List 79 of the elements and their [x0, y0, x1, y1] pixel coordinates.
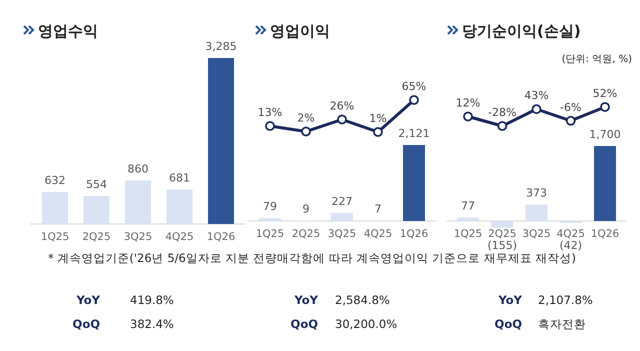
point [409, 95, 419, 105]
text: 30,200.0% [335, 317, 398, 331]
data-label: 681 [169, 172, 190, 185]
text: YoY [76, 293, 101, 307]
x-tick-label: 2Q25 [292, 228, 320, 240]
text: 2,584.8% [335, 293, 390, 307]
point [497, 121, 508, 131]
x-tick-label: 3Q25 [328, 228, 356, 240]
x-tick-label: 4Q25 [364, 228, 392, 240]
data-label: 79 [263, 200, 277, 214]
point [566, 116, 576, 126]
x-tick-label: 2Q25 [82, 231, 111, 243]
point [600, 102, 610, 112]
point [301, 126, 311, 136]
text: YoY [498, 293, 523, 307]
bar [259, 218, 281, 221]
x-tick-label: 1Q25 [40, 231, 70, 243]
text: QoQ [494, 317, 522, 331]
data-label: 1,700 [589, 128, 621, 141]
x-tick-label: 1Q26 [590, 228, 620, 240]
bar [331, 212, 353, 221]
data-label: 52% [592, 87, 618, 100]
data-label: 2% [297, 112, 315, 124]
point [373, 127, 383, 137]
x-tick-label: 1Q25 [454, 228, 482, 240]
data-label: -6% [560, 100, 582, 114]
x-tick-label: 1Q26 [400, 228, 428, 240]
x-tick-label: 4Q25 [556, 228, 585, 240]
data-label: 7 [374, 202, 382, 216]
data-label: 77 [461, 200, 475, 213]
data-label: 3,285 [205, 40, 237, 53]
bar [208, 58, 234, 224]
chart-title: 당기순이익(손실) [462, 22, 581, 40]
x-tick-label: 3Q25 [522, 228, 551, 240]
data-label: 65% [402, 80, 426, 93]
x-tick-label: 1Q26 [206, 231, 236, 243]
data-label: 860 [128, 162, 148, 176]
bar [403, 145, 425, 221]
bar [457, 218, 479, 221]
text: QoQ [72, 317, 100, 331]
bar [125, 180, 151, 224]
point [337, 114, 347, 124]
bar [594, 146, 616, 221]
data-label: (42) [559, 239, 582, 252]
data-label: 43% [524, 89, 549, 102]
data-label: 9 [302, 202, 310, 216]
text: 382.4% [130, 317, 174, 331]
point [265, 121, 275, 131]
x-tick-label: 4Q25 [165, 231, 194, 243]
bar [526, 204, 548, 221]
x-tick-label: 3Q25 [124, 231, 152, 243]
chart-title: 영업수익 [38, 22, 98, 40]
bar [166, 190, 192, 224]
data-label: 227 [332, 194, 352, 208]
bar [42, 192, 68, 224]
x-tick-label: 1Q25 [256, 228, 284, 240]
data-label: (155) [487, 239, 518, 252]
bar [491, 221, 514, 228]
text: 419.8% [130, 293, 174, 307]
x-tick-label: 2Q25 [488, 228, 516, 240]
chart-title: 영업이익 [270, 22, 330, 40]
text: QoQ [290, 317, 318, 331]
text: * 계속영업기준('26년 5/6일자로 지분 전량매각함에 따라 계속영업이익 기준으로 재무제표 재작성) [48, 251, 576, 265]
data-label: -28% [488, 106, 516, 119]
point [463, 112, 473, 122]
text: 흑자전환 [538, 317, 586, 331]
bar [84, 196, 110, 224]
data-label: 2,121 [398, 127, 430, 140]
data-label: 632 [44, 174, 66, 188]
data-label: 12% [456, 96, 480, 110]
text: 2,107.8% [538, 293, 593, 307]
data-label: 1% [369, 112, 387, 125]
point [532, 104, 542, 114]
data-label: 26% [330, 100, 354, 112]
data-label: 13% [258, 106, 282, 119]
text: YoY [294, 293, 319, 307]
data-label: 554 [86, 178, 107, 192]
text: (단위: 억원, %) [562, 54, 632, 65]
data-label: 373 [526, 186, 547, 200]
